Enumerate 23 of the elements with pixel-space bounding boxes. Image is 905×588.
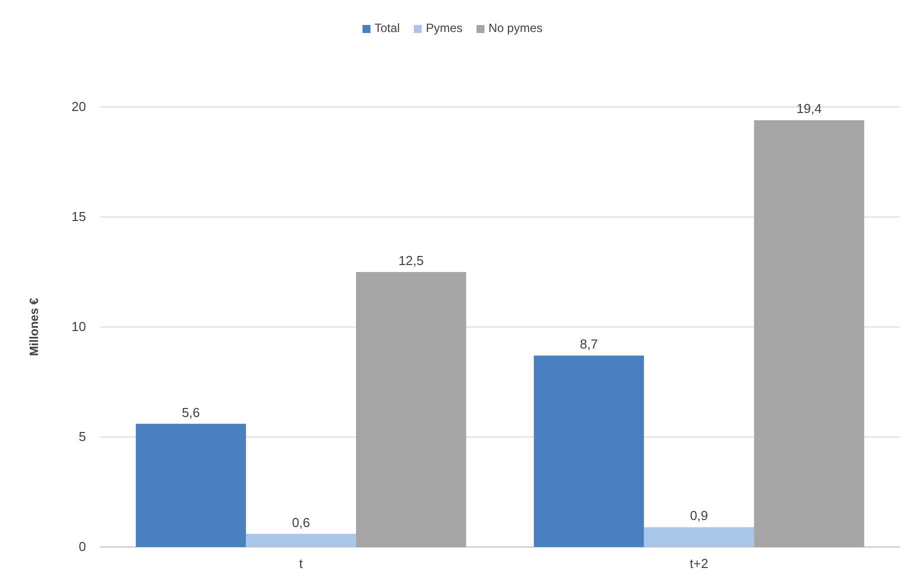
data-label: 5,6 bbox=[182, 404, 200, 420]
data-label: 12,5 bbox=[398, 253, 424, 268]
bar bbox=[644, 527, 754, 547]
bar bbox=[356, 272, 466, 547]
legend-label: No pymes bbox=[488, 21, 543, 35]
data-label: 19,4 bbox=[796, 101, 822, 116]
y-axis-title: Millones € bbox=[27, 298, 41, 356]
x-tick-label: t+2 bbox=[690, 556, 708, 572]
x-tick-label: t bbox=[299, 556, 304, 572]
y-tick-label: 15 bbox=[72, 209, 86, 224]
bar bbox=[246, 534, 356, 547]
y-tick-label: 5 bbox=[78, 429, 86, 444]
legend-label: Pymes bbox=[426, 21, 463, 35]
bar bbox=[534, 356, 644, 547]
bar bbox=[136, 424, 246, 547]
y-tick-label: 10 bbox=[72, 319, 86, 334]
legend-label: Total bbox=[374, 21, 400, 35]
y-tick-label: 20 bbox=[72, 99, 86, 114]
data-label: 0,9 bbox=[690, 508, 708, 524]
data-label: 0,6 bbox=[292, 514, 310, 530]
y-tick-label: 0 bbox=[78, 539, 86, 554]
data-label: 8,7 bbox=[580, 336, 598, 352]
bar bbox=[754, 120, 864, 547]
